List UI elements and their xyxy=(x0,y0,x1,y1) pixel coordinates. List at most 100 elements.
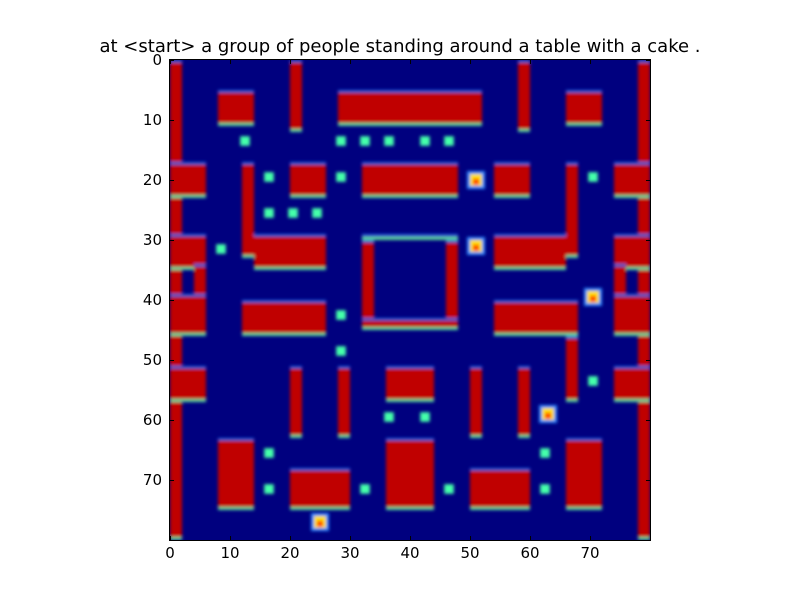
wall-edge-top xyxy=(242,300,326,303)
wall-edge-top xyxy=(290,162,326,165)
y-tick-label: 10 xyxy=(142,111,162,129)
x-tick-mark xyxy=(170,536,171,540)
y-tick-mark-right xyxy=(646,180,650,181)
maze-wall xyxy=(362,162,458,198)
pellet xyxy=(588,376,598,386)
y-tick-mark xyxy=(170,60,174,61)
wall-edge-top xyxy=(614,294,650,297)
maze-wall xyxy=(362,240,374,330)
maze-wall xyxy=(566,90,602,126)
maze-wall xyxy=(290,162,326,198)
y-tick-mark-right xyxy=(646,120,650,121)
maze-wall xyxy=(566,336,578,402)
y-tick-mark xyxy=(170,180,174,181)
wall-edge-bottom xyxy=(614,333,650,336)
wall-edge-bottom xyxy=(470,507,530,510)
ghost-top-center xyxy=(473,178,479,185)
x-tick-mark-top xyxy=(170,60,171,64)
maze-wall xyxy=(470,468,530,510)
y-tick-mark xyxy=(170,240,174,241)
wall-edge-top xyxy=(614,264,626,267)
wall-edge-top xyxy=(170,294,206,297)
wall-edge-top xyxy=(290,366,302,369)
maze-wall xyxy=(254,234,326,270)
maze-wall xyxy=(242,300,326,336)
maze-wall xyxy=(218,438,254,510)
pellet xyxy=(420,412,430,422)
wall-edge-top xyxy=(470,468,530,471)
wall-edge-bottom xyxy=(566,399,578,402)
x-tick-mark xyxy=(470,536,471,540)
pellet xyxy=(264,208,274,218)
pellet xyxy=(444,136,454,146)
wall-edge-bottom xyxy=(386,507,434,510)
pellet xyxy=(336,172,346,182)
pellet xyxy=(264,448,274,458)
wall-edge-bottom xyxy=(566,123,602,126)
maze-wall xyxy=(566,162,578,258)
y-tick-label: 50 xyxy=(142,351,162,369)
wall-edge-bottom xyxy=(494,195,530,198)
wall-edge-bottom xyxy=(170,537,182,540)
pellet xyxy=(240,136,250,146)
pellet xyxy=(444,484,454,494)
pellet xyxy=(540,448,550,458)
maze-wall xyxy=(194,264,206,300)
pellet xyxy=(336,136,346,146)
wall-edge-bottom xyxy=(242,333,326,336)
maze-wall xyxy=(614,162,650,198)
y-tick-mark xyxy=(170,360,174,361)
x-tick-label: 60 xyxy=(520,544,540,562)
pellet xyxy=(264,484,274,494)
maze-wall xyxy=(518,60,530,132)
maze-wall xyxy=(290,468,350,510)
wall-edge-top xyxy=(362,240,374,243)
y-tick-mark-right xyxy=(646,300,650,301)
y-tick-label: 60 xyxy=(142,411,162,429)
y-tick-mark-right xyxy=(646,480,650,481)
wall-edge-bottom xyxy=(386,399,434,402)
wall-edge-bottom xyxy=(170,399,206,402)
ghost-top xyxy=(467,171,485,189)
ghost-right-center xyxy=(590,295,596,302)
wall-edge-bottom xyxy=(170,333,206,336)
ghost-bottom-right-center xyxy=(545,412,551,419)
wall-edge-top xyxy=(614,162,650,165)
y-tick-mark xyxy=(170,300,174,301)
chart-title: at <start> a group of people standing ar… xyxy=(99,36,701,57)
pellet xyxy=(216,244,226,254)
x-tick-mark-top xyxy=(530,60,531,64)
wall-edge-bottom xyxy=(494,333,578,336)
wall-edge-top xyxy=(194,264,206,267)
y-tick-label: 20 xyxy=(142,171,162,189)
wall-edge-bottom xyxy=(338,123,482,126)
wall-edge-bottom xyxy=(362,195,458,198)
x-tick-label: 0 xyxy=(165,544,175,562)
wall-edge-bottom xyxy=(614,195,650,198)
maze-wall xyxy=(290,366,302,438)
wall-edge-top xyxy=(518,366,530,369)
maze-wall xyxy=(242,162,254,258)
pellet xyxy=(588,172,598,182)
wall-edge-top xyxy=(494,162,530,165)
wall-edge-top xyxy=(386,438,434,441)
wall-edge-bottom xyxy=(518,435,530,438)
game-screen-heatmap xyxy=(169,59,651,541)
x-tick-label: 70 xyxy=(580,544,600,562)
maze-wall xyxy=(386,366,434,402)
x-tick-mark-top xyxy=(410,60,411,64)
wall-edge-top xyxy=(470,366,482,369)
pellet xyxy=(360,136,370,146)
wall-edge-top xyxy=(566,162,578,165)
wall-edge-bottom xyxy=(170,195,206,198)
wall-edge-top xyxy=(494,300,578,303)
y-tick-mark-right xyxy=(646,60,650,61)
x-tick-mark xyxy=(410,536,411,540)
maze-wall xyxy=(614,264,626,300)
maze-wall xyxy=(290,60,302,132)
maze-wall xyxy=(494,300,578,336)
pellet xyxy=(336,310,346,320)
y-tick-mark xyxy=(170,420,174,421)
x-tick-mark xyxy=(230,536,231,540)
pellet xyxy=(360,484,370,494)
